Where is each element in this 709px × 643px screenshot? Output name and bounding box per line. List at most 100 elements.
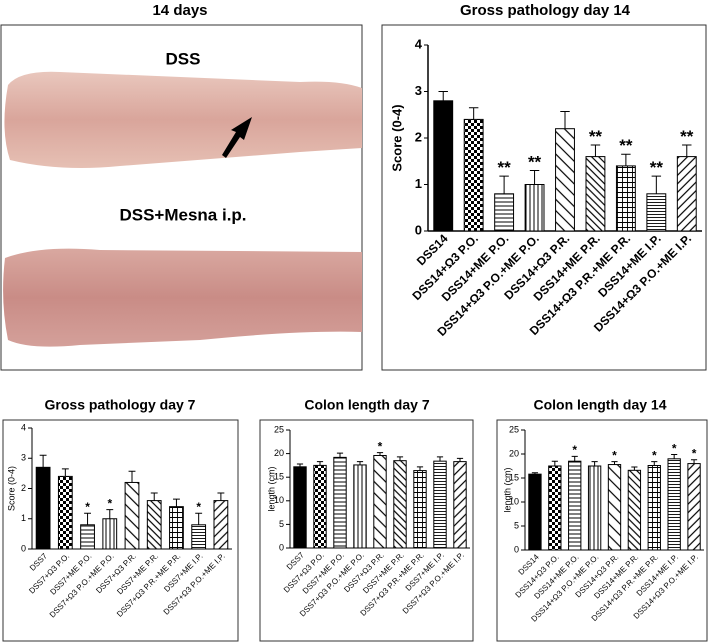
bar <box>124 481 140 550</box>
y-tick-label: 4 <box>21 422 26 432</box>
arrow <box>222 117 252 158</box>
error-bar <box>560 110 570 129</box>
significance-mark: ** <box>619 136 633 155</box>
error-bar <box>651 175 662 194</box>
error-bar <box>690 459 698 464</box>
bar <box>555 128 575 232</box>
bar <box>293 466 307 549</box>
error-bar <box>456 457 464 462</box>
bar <box>587 465 602 551</box>
significance-mark: * <box>692 447 697 461</box>
colon-mesna <box>3 248 362 347</box>
chart-frame <box>259 419 474 642</box>
y-axis-label: length (cm) <box>266 466 276 511</box>
y-tick-label: 10 <box>274 495 284 505</box>
bar <box>524 184 545 232</box>
y-tick-label: 1 <box>415 176 422 191</box>
error-bar <box>436 456 444 462</box>
y-tick-label: 0 <box>21 543 26 553</box>
bar <box>687 463 701 551</box>
y-tick-label: 5 <box>279 519 284 529</box>
significance-mark: * <box>378 439 383 453</box>
bar <box>494 193 515 232</box>
significance-mark: * <box>107 496 112 510</box>
y-tick-label: 1 <box>21 513 26 523</box>
y-tick-label: 20 <box>274 448 284 458</box>
error-bar <box>296 463 304 467</box>
bar <box>453 461 467 549</box>
bar <box>585 156 606 232</box>
y-tick-label: 2 <box>415 129 422 144</box>
error-bar <box>671 453 678 459</box>
error-bar <box>84 512 91 525</box>
error-bar <box>611 461 618 465</box>
chart-title: Gross pathology day 7 <box>45 397 196 413</box>
bar <box>213 500 229 550</box>
error-bar <box>173 498 180 507</box>
bar <box>568 460 582 551</box>
bar <box>433 460 447 549</box>
y-tick-label: 3 <box>415 83 422 98</box>
error-bar <box>106 509 114 519</box>
bar <box>80 524 95 550</box>
y-tick-label: 3 <box>21 453 26 463</box>
bar <box>548 465 562 551</box>
bar <box>35 466 51 550</box>
significance-mark: ** <box>589 127 603 146</box>
bar <box>607 464 622 551</box>
photo-title: 14 days <box>152 2 207 19</box>
bar <box>528 473 542 551</box>
error-bar <box>316 461 324 466</box>
error-bar <box>128 470 136 483</box>
bar <box>102 518 118 550</box>
y-tick-label: 4 <box>415 36 423 51</box>
error-bar <box>591 461 598 466</box>
y-tick-label: 15 <box>274 472 284 482</box>
chart-frame <box>496 419 708 642</box>
bar <box>191 524 207 550</box>
y-axis-label: Score (0-4) <box>389 104 404 171</box>
y-tick-label: 0 <box>514 544 519 554</box>
bar <box>433 100 454 232</box>
significance-mark: * <box>572 443 577 457</box>
error-bar <box>531 472 539 475</box>
photo-label: DSS <box>166 49 201 68</box>
error-bar <box>396 456 404 461</box>
error-bar <box>651 461 658 466</box>
significance-mark: * <box>85 500 90 514</box>
bar <box>463 118 484 232</box>
significance-mark: ** <box>528 152 542 171</box>
bar <box>146 500 162 550</box>
error-bar <box>336 452 344 458</box>
error-bar <box>621 153 631 166</box>
chart-title: Colon length day 7 <box>304 397 429 413</box>
y-tick-label: 0 <box>279 542 284 552</box>
error-bar <box>571 455 578 462</box>
error-bar <box>39 454 47 468</box>
bar <box>627 469 642 551</box>
chart-title: Gross pathology day 14 <box>460 2 631 19</box>
significance-mark: * <box>652 448 657 462</box>
error-bar <box>416 466 424 471</box>
y-tick-label: 25 <box>509 424 519 434</box>
y-tick-label: 10 <box>509 496 519 506</box>
bar <box>646 193 667 232</box>
significance-mark: * <box>672 441 677 455</box>
y-axis-label: Score (0-4) <box>6 466 16 511</box>
bar <box>373 454 387 549</box>
colon-dss <box>4 71 362 168</box>
chart-frame <box>381 24 707 371</box>
significance-mark: ** <box>650 158 664 177</box>
error-bar <box>499 175 509 194</box>
y-tick-label: 20 <box>509 448 519 458</box>
bar <box>393 460 407 549</box>
error-bar <box>195 512 203 525</box>
chart-frame <box>2 419 239 642</box>
y-tick-label: 25 <box>274 424 284 434</box>
chart-title: Colon length day 14 <box>533 397 666 413</box>
bar <box>57 475 73 550</box>
error-bar <box>468 107 479 120</box>
error-bar <box>529 170 540 185</box>
y-tick-label: 5 <box>514 520 519 530</box>
